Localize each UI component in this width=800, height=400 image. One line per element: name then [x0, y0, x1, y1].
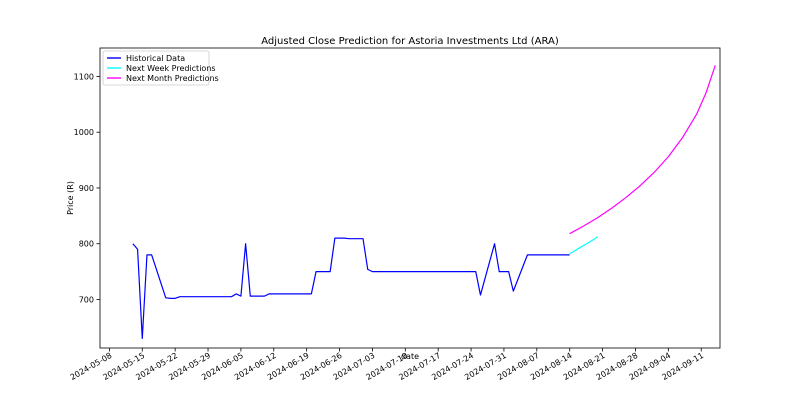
y-tick-label: 800 — [79, 240, 94, 249]
plot-area — [99, 47, 721, 349]
series-line-2 — [569, 65, 716, 235]
series-line-0 — [132, 237, 570, 340]
y-tick-label: 1000 — [74, 128, 94, 137]
series-layer — [132, 65, 716, 340]
x-axis: 2024-05-082024-05-152024-05-222024-05-29… — [69, 348, 705, 382]
legend-entry-label: Next Week Predictions — [126, 64, 216, 73]
y-tick-label: 900 — [79, 184, 94, 193]
x-axis-label: date — [401, 352, 419, 361]
y-axis-label: Price (R) — [66, 181, 75, 215]
legend-entry-label: Next Month Predictions — [126, 74, 219, 83]
series-line-1 — [569, 235, 599, 255]
chart-title: Adjusted Close Prediction for Astoria In… — [261, 36, 559, 47]
legend-box — [102, 50, 210, 86]
y-tick-label: 700 — [79, 295, 94, 304]
y-tick-label: 1100 — [74, 72, 94, 81]
y-axis: 700 800 900 1000 1100 — [74, 72, 100, 304]
legend-entry-label: Historical Data — [126, 54, 185, 63]
plot-frame — [99, 47, 721, 349]
